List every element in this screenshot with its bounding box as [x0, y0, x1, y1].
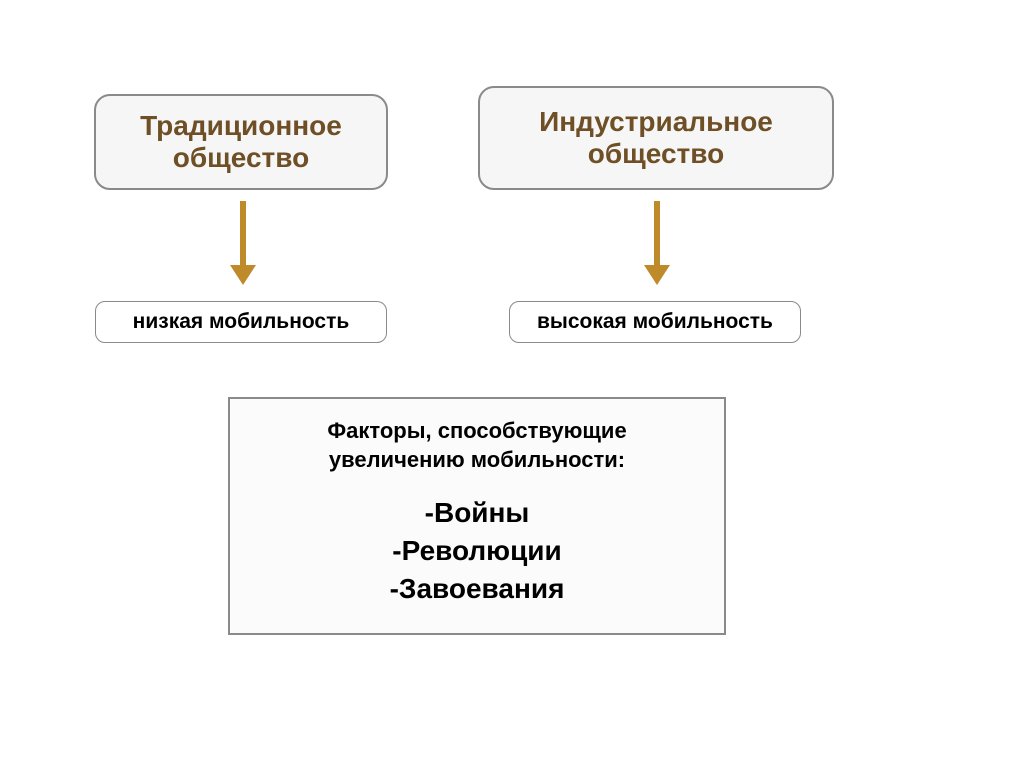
factors-list-item: Революции [230, 532, 724, 570]
arrow-head [230, 265, 256, 285]
factors-title: Факторы, способствующие увеличению мобил… [230, 417, 724, 474]
industrial-society-line1: Индустриальное [539, 106, 773, 137]
industrial-society-line2: общество [588, 138, 724, 169]
traditional-society-line1: Традиционное [140, 110, 342, 141]
arrow-shaft [240, 201, 246, 265]
mobility-factors-box: Факторы, способствующие увеличению мобил… [228, 397, 726, 635]
arrow-head [644, 265, 670, 285]
arrow-right-icon [654, 201, 660, 285]
low-mobility-label: низкая мобильность [133, 310, 350, 334]
industrial-society-label: Индустриальное общество [539, 106, 773, 170]
low-mobility-box: низкая мобильность [95, 301, 387, 343]
factors-list-item: Войны [230, 494, 724, 532]
factors-list-item: Завоевания [230, 570, 724, 608]
factors-list: ВойныРеволюцииЗавоевания [230, 494, 724, 607]
traditional-society-label: Традиционное общество [140, 110, 342, 174]
factors-title-line2: увеличению мобильности: [329, 447, 625, 472]
industrial-society-box: Индустриальное общество [478, 86, 834, 190]
traditional-society-line2: общество [173, 142, 309, 173]
high-mobility-box: высокая мобильность [509, 301, 801, 343]
traditional-society-box: Традиционное общество [94, 94, 388, 190]
factors-title-line1: Факторы, способствующие [327, 418, 626, 443]
high-mobility-label: высокая мобильность [537, 310, 773, 334]
arrow-left-icon [240, 201, 246, 285]
arrow-shaft [654, 201, 660, 265]
